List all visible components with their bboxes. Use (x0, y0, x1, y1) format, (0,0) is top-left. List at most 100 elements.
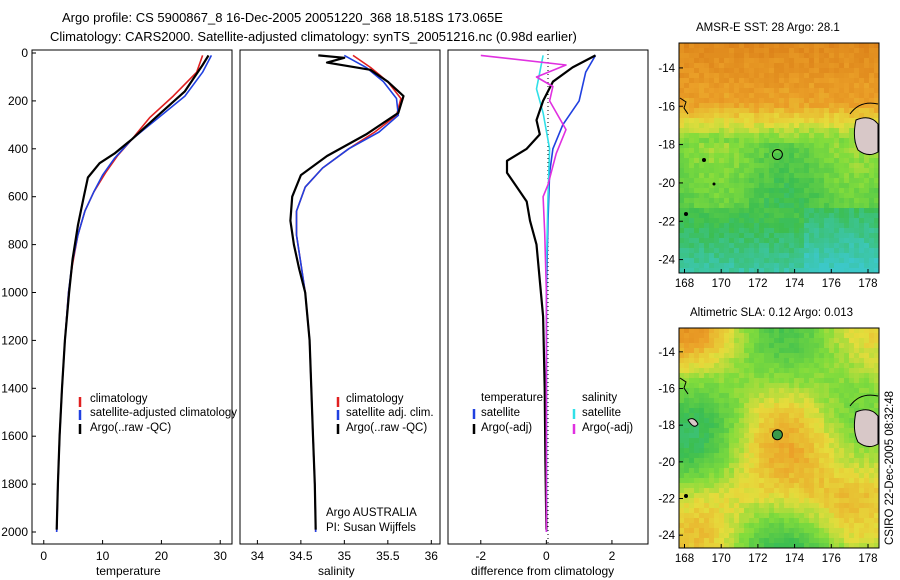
heatmap-cell (854, 503, 860, 509)
heatmap-cell (759, 433, 765, 439)
heatmap-cell (729, 498, 735, 504)
heatmap-cell (844, 93, 850, 99)
heatmap-cell (849, 178, 855, 184)
heatmap-cell (759, 468, 765, 474)
heatmap-cell (794, 78, 800, 84)
heatmap-cell (744, 248, 750, 254)
heatmap-cell (774, 508, 780, 514)
heatmap-cell (774, 423, 780, 429)
heatmap-cell (714, 353, 720, 359)
heatmap-cell (844, 168, 850, 174)
heatmap-cell (749, 263, 755, 269)
heatmap-cell (704, 93, 710, 99)
heatmap-cell (759, 123, 765, 129)
heatmap-cell (834, 138, 840, 144)
heatmap-cell (769, 453, 775, 459)
heatmap-cell (704, 533, 710, 539)
heatmap-cell (849, 448, 855, 454)
heatmap-cell (679, 193, 685, 199)
heatmap-cell (774, 48, 780, 54)
heatmap-cell (764, 368, 770, 374)
heatmap-cell (794, 423, 800, 429)
heatmap-cell (754, 508, 760, 514)
heatmap-cell (764, 68, 770, 74)
heatmap-cell (689, 153, 695, 159)
heatmap-cell (744, 368, 750, 374)
heatmap-cell (819, 513, 825, 519)
heatmap-cell (719, 433, 725, 439)
heatmap-cell (679, 138, 685, 144)
heatmap-cell (714, 518, 720, 524)
heatmap-cell (739, 438, 745, 444)
heatmap-cell (784, 503, 790, 509)
heatmap-cell (819, 188, 825, 194)
heatmap-cell (789, 438, 795, 444)
heatmap-cell (799, 493, 805, 499)
heatmap-cell (824, 83, 830, 89)
heatmap-cell (824, 168, 830, 174)
heatmap-cell (864, 53, 870, 59)
heatmap-cell (839, 523, 845, 529)
heatmap-cell (834, 68, 840, 74)
heatmap-cell (839, 423, 845, 429)
heatmap-cell (679, 398, 685, 404)
heatmap-cell (714, 208, 720, 214)
heatmap-cell (854, 58, 860, 64)
heatmap-cell (739, 538, 745, 544)
heatmap-cell (744, 543, 750, 549)
heatmap-cell (679, 228, 685, 234)
heatmap-cell (854, 533, 860, 539)
heatmap-cell (874, 238, 880, 244)
heatmap-cell (789, 483, 795, 489)
heatmap-cell (744, 463, 750, 469)
heatmap-cell (814, 443, 820, 449)
heatmap-cell (789, 163, 795, 169)
heatmap-cell (829, 218, 835, 224)
heatmap-cell (849, 218, 855, 224)
heatmap-cell (739, 358, 745, 364)
heatmap-cell (799, 483, 805, 489)
heatmap-cell (779, 98, 785, 104)
heatmap-cell (844, 428, 850, 434)
heatmap-cell (864, 233, 870, 239)
heatmap-cell (794, 383, 800, 389)
heatmap-cell (694, 103, 700, 109)
heatmap-cell (829, 473, 835, 479)
heatmap-cell (769, 118, 775, 124)
heatmap-cell (714, 543, 720, 549)
heatmap-cell (689, 88, 695, 94)
heatmap-cell (689, 403, 695, 409)
heatmap-cell (774, 518, 780, 524)
heatmap-cell (874, 53, 880, 59)
heatmap-cell (764, 433, 770, 439)
heatmap-cell (704, 258, 710, 264)
heatmap-cell (854, 78, 860, 84)
heatmap-cell (814, 473, 820, 479)
heatmap-cell (839, 63, 845, 69)
heatmap-cell (754, 473, 760, 479)
heatmap-cell (684, 483, 690, 489)
heatmap-cell (684, 433, 690, 439)
heatmap-cell (754, 523, 760, 529)
heatmap-cell (849, 58, 855, 64)
heatmap-cell (734, 468, 740, 474)
heatmap-cell (694, 328, 700, 334)
heatmap-cell (734, 108, 740, 114)
heatmap-cell (749, 73, 755, 79)
heatmap-cell (779, 488, 785, 494)
heatmap-cell (754, 168, 760, 174)
sla-map-frame (678, 327, 880, 549)
heatmap-cell (709, 493, 715, 499)
heatmap-cell (819, 243, 825, 249)
heatmap-cell (809, 108, 815, 114)
heatmap-cell (769, 148, 775, 154)
heatmap-cell (849, 333, 855, 339)
x-tick-label: 30 (214, 549, 228, 563)
heatmap-cell (729, 268, 735, 274)
heatmap-cell (864, 343, 870, 349)
heatmap-cell (704, 363, 710, 369)
heatmap-cell (874, 493, 880, 499)
heatmap-cell (744, 418, 750, 424)
heatmap-cell (804, 143, 810, 149)
heatmap-cell (779, 528, 785, 534)
